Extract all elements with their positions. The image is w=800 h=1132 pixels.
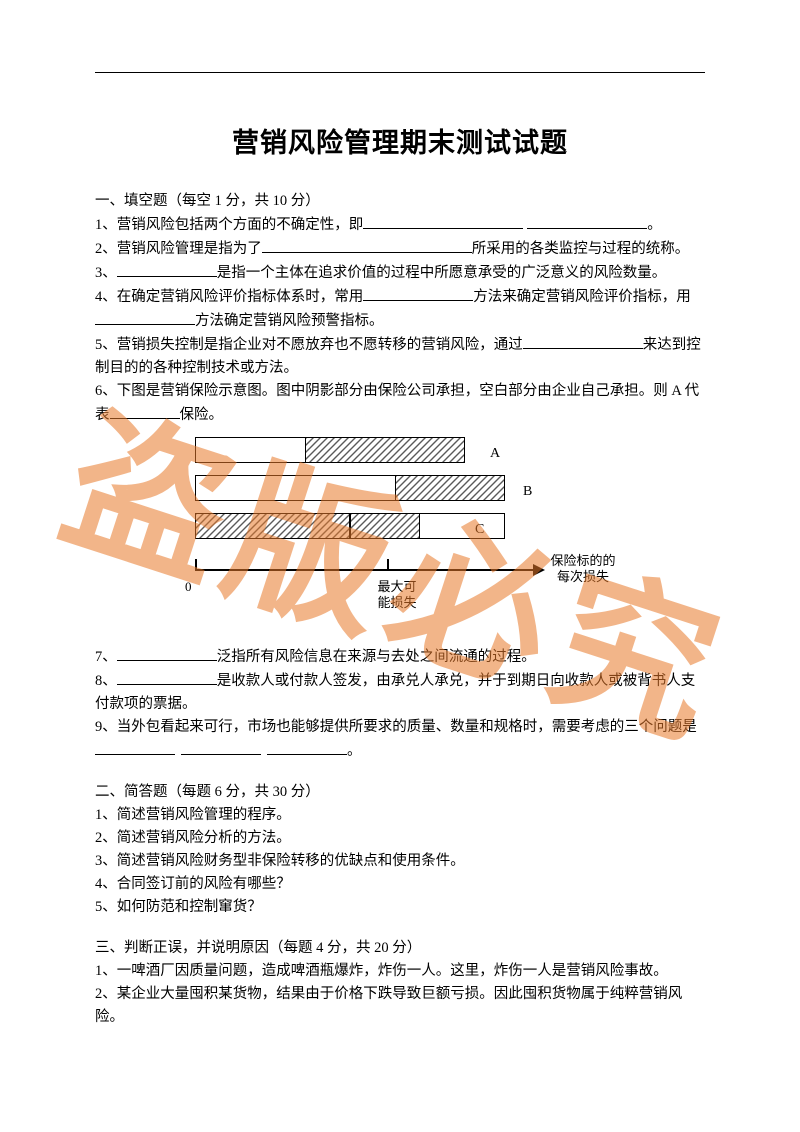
blank — [363, 285, 473, 301]
q7-text-a: 7、 — [95, 649, 117, 665]
q2-text-a: 2、营销风险管理是指为了 — [95, 241, 262, 257]
q1-text-b: 。 — [647, 217, 662, 233]
s2-q3: 3、简述营销风险财务型非保险转移的优缺点和使用条件。 — [95, 850, 705, 873]
bar-a-hatch — [305, 437, 465, 463]
top-rule — [95, 72, 705, 73]
q4-text-c: 方法确定营销风险预警指标。 — [195, 313, 384, 329]
q9-text-b: 。 — [347, 743, 362, 759]
blank — [95, 309, 195, 325]
bar-b-label: B — [523, 480, 532, 503]
q8: 8、是收款人或付款人签发，由承兑人承兑，并于到期日向收款人或被背书人支付款项的票… — [95, 669, 705, 716]
blank — [181, 739, 261, 755]
q3: 3、 是指一个主体在追求价值的过程中所愿意承受的广泛意义的风险数量。 — [95, 261, 705, 285]
blank — [267, 739, 347, 755]
q4-text-a: 4、在确定营销风险评价指标体系时，常用 — [95, 289, 363, 305]
section1-heading: 一、填空题（每空 1 分，共 10 分） — [95, 190, 705, 213]
axis-mid-2: 能损失 — [377, 595, 416, 610]
blank — [262, 237, 472, 253]
q1-text-a: 1、营销风险包括两个方面的不确定性，即 — [95, 217, 363, 233]
axis-tick-origin — [195, 559, 197, 571]
bar-c-hatch1 — [195, 513, 350, 539]
s2-q2: 2、简述营销风险分析的方法。 — [95, 827, 705, 850]
q4-text-b: 方法来确定营销风险评价指标，用 — [473, 289, 691, 305]
blank — [110, 403, 180, 419]
q6-text-b: 保险。 — [180, 407, 224, 423]
q2-text-b: 所采用的各类监控与过程的统称。 — [472, 241, 690, 257]
bar-c-label: C — [475, 518, 484, 541]
axis-right-1: 保险标的的 — [550, 553, 615, 568]
bar-a-label: A — [490, 442, 500, 465]
axis-tick-mid — [387, 559, 389, 571]
page-title: 营销风险管理期末测试试题 — [95, 121, 705, 160]
q8-text-a: 8、 — [95, 673, 117, 689]
blank — [95, 739, 175, 755]
q5-text-a: 5、营销损失控制是指企业对不愿放弃也不愿转移的营销风险，通过 — [95, 337, 523, 353]
axis-zero-label: 0 — [185, 579, 192, 595]
q3-text-b: 是指一个主体在追求价值的过程中所愿意承受的广泛意义的风险数量。 — [217, 265, 667, 281]
s3-q1: 1、一啤酒厂因质量问题，造成啤酒瓶爆炸，炸伤一人。这里，炸伤一人是营销风险事故。 — [95, 960, 705, 983]
bar-b-hatch — [395, 475, 505, 501]
axis-right-2: 每次损失 — [557, 569, 609, 584]
s3-q2: 2、某企业大量囤积某货物，结果由于价格下跌导致巨额亏损。因此囤积货物属于纯粹营销… — [95, 983, 705, 1029]
axis-horizontal — [195, 569, 535, 571]
q7-text-b: 泛指所有风险信息在来源与去处之间流通的过程。 — [217, 649, 536, 665]
body: 一、填空题（每空 1 分，共 10 分） 1、营销风险包括两个方面的不确定性，即… — [95, 190, 705, 1029]
blank — [363, 213, 523, 229]
axis-right-label: 保险标的的 每次损失 — [543, 553, 623, 585]
insurance-diagram: A B C 0 最大可 能损失 保险标的的 每次损失 — [155, 437, 625, 637]
q9: 9、当外包看起来可行，市场也能够提供所要求的质量、数量和规格时，需要考虑的三个问… — [95, 716, 705, 763]
q9-text-a: 9、当外包看起来可行，市场也能够提供所要求的质量、数量和规格时，需要考虑的三个问… — [95, 719, 697, 735]
q1: 1、营销风险包括两个方面的不确定性，即 。 — [95, 213, 705, 237]
blank — [117, 669, 217, 685]
section2-heading: 二、简答题（每题 6 分，共 30 分） — [95, 781, 705, 804]
bar-c-hatch2 — [350, 513, 420, 539]
blank — [117, 645, 217, 661]
axis-mid-1: 最大可 — [377, 579, 416, 594]
s2-q5: 5、如何防范和控制窜货？ — [95, 896, 705, 919]
section3-heading: 三、判断正误，并说明原因（每题 4 分，共 20 分） — [95, 937, 705, 960]
page-content: 营销风险管理期末测试试题 一、填空题（每空 1 分，共 10 分） 1、营销风险… — [95, 72, 705, 1029]
q7: 7、 泛指所有风险信息在来源与去处之间流通的过程。 — [95, 645, 705, 669]
blank — [117, 261, 217, 277]
blank — [527, 213, 647, 229]
q5: 5、营销损失控制是指企业对不愿放弃也不愿转移的营销风险，通过来达到控制目的的各种… — [95, 333, 705, 380]
q3-text-a: 3、 — [95, 265, 117, 281]
q4: 4、在确定营销风险评价指标体系时，常用 方法来确定营销风险评价指标，用方法确定营销… — [95, 285, 705, 333]
q6: 6、下图是营销保险示意图。图中阴影部分由保险公司承担，空白部分由企业自己承担。则… — [95, 380, 705, 427]
s2-q1: 1、简述营销风险管理的程序。 — [95, 804, 705, 827]
blank — [523, 333, 643, 349]
q2: 2、营销风险管理是指为了 所采用的各类监控与过程的统称。 — [95, 237, 705, 261]
axis-mid-label: 最大可 能损失 — [367, 579, 427, 611]
s2-q4: 4、合同签订前的风险有哪些？ — [95, 873, 705, 896]
